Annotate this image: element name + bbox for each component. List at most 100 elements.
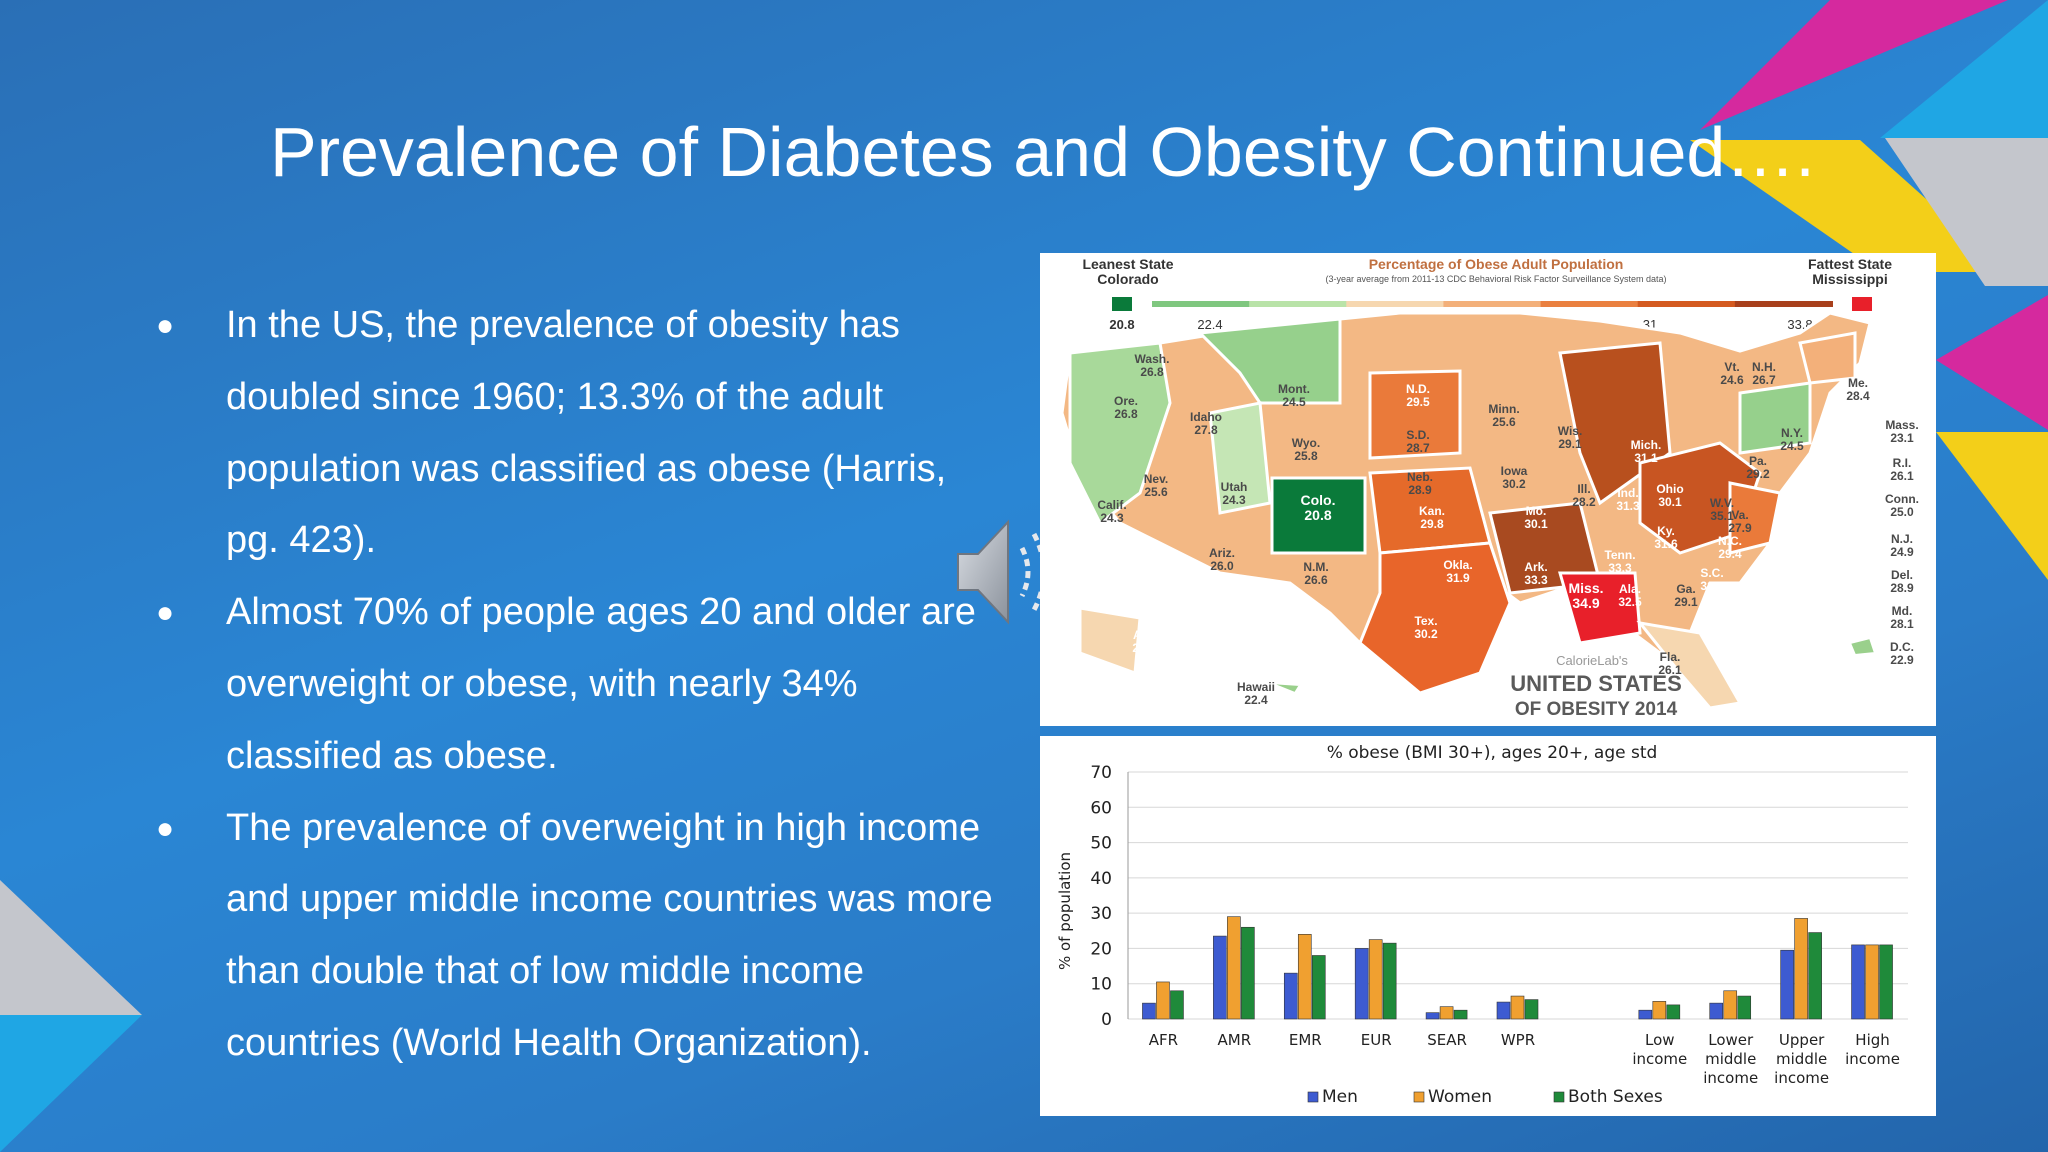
state-name-label: Fla. — [1660, 650, 1681, 664]
state-name-label: Ga. — [1676, 582, 1695, 596]
state-name-label: N.C. — [1718, 534, 1742, 548]
deco-blue-corner — [0, 1015, 142, 1152]
obesity-bar-chart: % obese (BMI 30+), ages 20+, age std % o… — [1056, 743, 1908, 1107]
deco-gray-corner — [0, 880, 142, 1015]
state-value-label: 31.3 — [1616, 499, 1640, 513]
scale-swatch-fattest — [1852, 297, 1872, 311]
bar — [1241, 926, 1255, 1020]
state-value-label: 29.1 — [1558, 437, 1582, 451]
state-name-label: N.H. — [1752, 360, 1776, 374]
deco-magenta-triangle — [1700, 0, 2008, 130]
chart-title: % obese (BMI 30+), ages 20+, age std — [1327, 743, 1658, 763]
scale-label: 22.4 — [1197, 317, 1222, 332]
state-name-label: La. — [1527, 626, 1544, 640]
state-name-label: Colo. — [1301, 492, 1336, 508]
state-value-label: 23.1 — [1890, 431, 1914, 445]
x-tick-label: middle — [1705, 1050, 1756, 1068]
scale-label: 20.8 — [1109, 317, 1134, 332]
state-name-label: Calif. — [1097, 498, 1126, 512]
state-value-label: 24.3 — [1222, 493, 1246, 507]
bar — [1439, 1006, 1454, 1020]
state-name-label: Ala. — [1619, 582, 1641, 596]
bar — [1382, 942, 1397, 1020]
state-name-label: Md. — [1892, 604, 1913, 618]
deco-magenta-side — [1936, 295, 2048, 430]
bullet-marker: ● — [156, 596, 175, 630]
state-name-label: Ark. — [1524, 560, 1547, 574]
chart-gridlines — [1127, 771, 1908, 1020]
bar — [1170, 990, 1184, 1020]
bullet-item: ● Almost 70% of people ages 20 and older … — [150, 577, 1000, 792]
state-labels: Wash.26.8Ore.26.8Calif.24.3Nev.25.6Idaho… — [1097, 352, 1919, 707]
state-value-label: 24.6 — [1720, 373, 1744, 387]
state-name-label: N.Y. — [1781, 426, 1803, 440]
state-name-label: Vt. — [1724, 360, 1739, 374]
state-value-label: 27.8 — [1194, 423, 1218, 437]
state-name-label: S.D. — [1406, 428, 1429, 442]
map-header: Percentage of Obese Adult Population — [1369, 256, 1624, 272]
state-value-label: 34.9 — [1572, 595, 1599, 611]
x-tick-label: SEAR — [1427, 1031, 1467, 1049]
state-value-label: 30.2 — [1502, 477, 1526, 491]
state-value-label: 27.9 — [1728, 521, 1752, 535]
bar — [1737, 995, 1752, 1020]
bar — [1510, 995, 1525, 1020]
bar — [1794, 918, 1808, 1020]
state-value-label: 26.8 — [1114, 407, 1138, 421]
map-subheader: (3-year average from 2011-13 CDC Behavio… — [1326, 274, 1667, 284]
state-value-label: 26.6 — [1304, 573, 1328, 587]
state-name-label: Mont. — [1278, 382, 1310, 396]
fattest-label: Fattest State — [1808, 256, 1892, 272]
state-name-label: R.I. — [1893, 456, 1912, 470]
map-brand: CalorieLab's — [1556, 653, 1628, 668]
state-name-label: Mich. — [1631, 438, 1662, 452]
y-tick-label: 0 — [1101, 1010, 1112, 1030]
state-name-label: Hawaii — [1237, 680, 1275, 694]
state-value-label: 29.2 — [1746, 467, 1770, 481]
state-name-label: Mass. — [1885, 418, 1918, 432]
state-value-label: 33.3 — [1608, 561, 1632, 575]
state-name-label: Ind. — [1617, 486, 1638, 500]
state-name-label: Okla. — [1443, 558, 1472, 572]
state-value-label: 25.6 — [1492, 415, 1516, 429]
state-value-label: 28.4 — [1846, 389, 1870, 403]
state-name-label: Tex. — [1414, 614, 1437, 628]
state-value-label: 31.9 — [1446, 571, 1470, 585]
bar — [1865, 944, 1879, 1020]
bullet-item: ● In the US, the prevalence of obesity ha… — [150, 290, 1000, 577]
slide-title: Prevalence of Diabetes and Obesity Conti… — [270, 113, 1815, 191]
state-name-label: Ky. — [1657, 524, 1675, 538]
x-tick-label: middle — [1776, 1050, 1827, 1068]
state-value-label: 22.4 — [1244, 693, 1268, 707]
bullet-marker: ● — [156, 811, 175, 845]
state-name-label: Conn. — [1885, 492, 1919, 506]
state-value-label: 27.2 — [1132, 641, 1156, 655]
state-value-label: 26.7 — [1752, 373, 1776, 387]
state-name-label: Iowa — [1501, 464, 1528, 478]
state-value-label: 24.5 — [1282, 395, 1306, 409]
state-name-label: S.C. — [1700, 566, 1723, 580]
state-value-label: 22.9 — [1890, 653, 1914, 667]
state-name-label: N.D. — [1406, 382, 1430, 396]
bullet-text: In the US, the prevalence of obesity has… — [226, 304, 947, 562]
bullet-list: ● In the US, the prevalence of obesity ha… — [150, 290, 1000, 1080]
state-name-label: Ore. — [1114, 394, 1138, 408]
bar — [1808, 932, 1822, 1020]
chart-y-ticks: 0 10 20 30 40 50 60 70 — [1090, 763, 1112, 1030]
legend-swatch — [1413, 1091, 1425, 1103]
state-value-label: 32.5 — [1618, 595, 1642, 609]
leanest-state: Colorado — [1097, 271, 1158, 287]
bar — [1142, 1002, 1156, 1020]
deco-gray-triangle — [1885, 110, 2048, 286]
state-name-label: Neb. — [1407, 470, 1433, 484]
bar — [1425, 1012, 1440, 1020]
x-tick-label: Lower — [1708, 1031, 1754, 1049]
chart-bars — [1142, 916, 1893, 1020]
state-value-label: 28.9 — [1408, 483, 1432, 497]
state-value-label: 28.7 — [1406, 441, 1430, 455]
state-name-label: Pa. — [1749, 454, 1767, 468]
bar — [1496, 1001, 1511, 1020]
state-value-label: 31.6 — [1654, 537, 1678, 551]
deco-blue-triangle — [1880, 0, 2048, 138]
obesity-bar-chart-panel: % obese (BMI 30+), ages 20+, age std % o… — [1040, 736, 1936, 1116]
